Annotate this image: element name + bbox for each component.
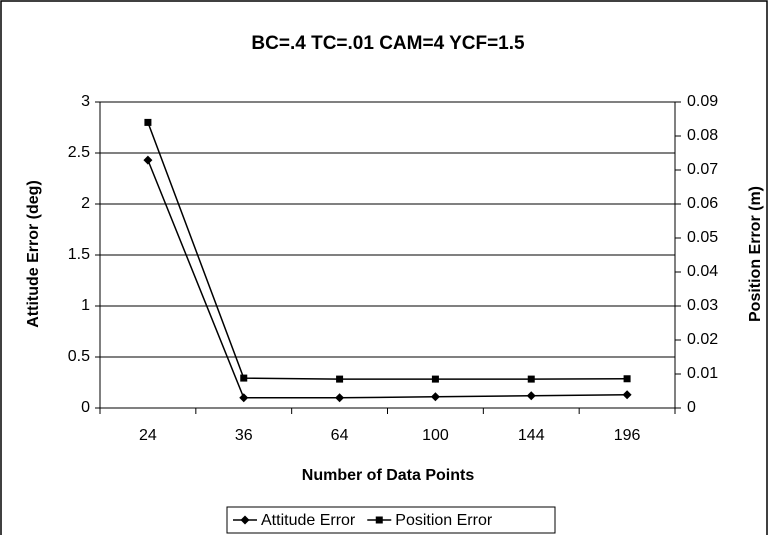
y-tick-label: 1.5 <box>68 246 90 263</box>
data-point <box>526 391 536 401</box>
y-tick-label: 3 <box>81 93 90 110</box>
y-tick-label: 0 <box>81 399 90 416</box>
y2-axis-label: Position Error (m) <box>747 186 764 322</box>
y2-tick-label: 0.07 <box>687 161 718 178</box>
data-point <box>431 375 439 383</box>
data-point <box>527 375 535 383</box>
x-tick-label: 64 <box>331 427 349 444</box>
x-tick-label: 144 <box>518 427 545 444</box>
y2-tick-label: 0.05 <box>687 229 718 246</box>
y-tick-label: 0.5 <box>68 348 90 365</box>
legend-marker <box>240 515 250 525</box>
chart-title: BC=.4 TC=.01 CAM=4 YCF=1.5 <box>251 33 525 54</box>
y-axis-label: Attitude Error (deg) <box>25 180 42 328</box>
data-point <box>336 375 344 383</box>
data-point <box>335 393 345 403</box>
y2-tick-label: 0.02 <box>687 331 718 348</box>
x-tick-label: 36 <box>235 427 253 444</box>
data-point <box>623 375 631 383</box>
data-point <box>240 374 248 382</box>
y2-tick-label: 0.03 <box>687 297 718 314</box>
y2-tick-label: 0.04 <box>687 263 718 280</box>
y2-tick-label: 0.08 <box>687 127 718 144</box>
legend-marker <box>375 516 383 524</box>
y2-tick-label: 0 <box>687 399 696 416</box>
series-line <box>147 159 628 399</box>
x-tick-label: 24 <box>139 427 157 444</box>
data-point <box>239 393 249 403</box>
x-tick-label: 100 <box>422 427 449 444</box>
y2-tick-label: 0.09 <box>687 93 718 110</box>
y-tick-label: 2.5 <box>68 144 90 161</box>
data-point <box>144 118 152 126</box>
x-axis-label: Number of Data Points <box>302 467 475 484</box>
y-tick-label: 1 <box>81 297 90 314</box>
x-tick-label: 196 <box>614 427 641 444</box>
series-line <box>147 122 628 380</box>
y2-tick-label: 0.06 <box>687 195 718 212</box>
y-tick-label: 2 <box>81 195 90 212</box>
y2-tick-label: 0.01 <box>687 365 718 382</box>
data-point <box>622 390 632 400</box>
legend-label: Position Error <box>395 512 493 529</box>
data-point <box>143 155 153 165</box>
data-point <box>430 392 440 402</box>
legend-label: Attitude Error <box>261 512 356 529</box>
